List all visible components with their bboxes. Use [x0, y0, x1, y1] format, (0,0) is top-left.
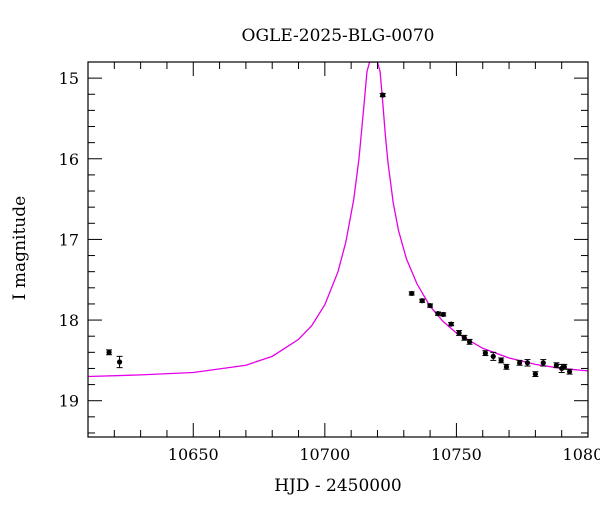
data-point	[409, 290, 415, 297]
y-tick-label: 15	[59, 69, 79, 88]
x-tick-label: 10800	[563, 445, 600, 464]
data-point	[440, 311, 446, 318]
data-point	[456, 330, 462, 336]
data-point	[553, 362, 560, 368]
data-point	[516, 360, 523, 366]
data-point	[435, 311, 441, 317]
data-point	[106, 349, 112, 355]
y-tick-label: 18	[59, 311, 79, 330]
data-point	[116, 359, 123, 365]
data-point	[503, 364, 510, 370]
data-point	[524, 360, 531, 366]
axes: 10650 10700 10750 10800 15 16 17 18 19	[59, 61, 600, 464]
data-point	[532, 371, 538, 377]
data-point	[427, 302, 433, 309]
data-point	[498, 357, 504, 363]
data-point	[419, 298, 425, 304]
plot-frame	[87, 61, 589, 438]
y-tick-label: 17	[59, 230, 79, 249]
data-point	[448, 321, 454, 327]
data-point	[490, 353, 496, 359]
data-point	[466, 339, 473, 345]
x-tick-label: 10700	[299, 445, 350, 464]
data-point	[561, 364, 567, 370]
data-point	[566, 369, 573, 375]
y-tick-label: 16	[59, 150, 79, 169]
chart-title: OGLE-2025-BLG-0070	[242, 26, 435, 46]
y-axis-label: I magnitude	[10, 196, 30, 300]
data-point	[380, 92, 386, 98]
data-point	[482, 350, 488, 356]
x-axis-label: HJD - 2450000	[274, 476, 402, 496]
data-point	[461, 335, 467, 341]
plot-area	[88, 62, 588, 378]
y-tick-label: 19	[59, 392, 79, 411]
data-point	[540, 360, 546, 366]
model-curve	[88, 62, 588, 378]
x-tick-label: 10650	[168, 445, 219, 464]
x-tick-label: 10750	[431, 445, 482, 464]
